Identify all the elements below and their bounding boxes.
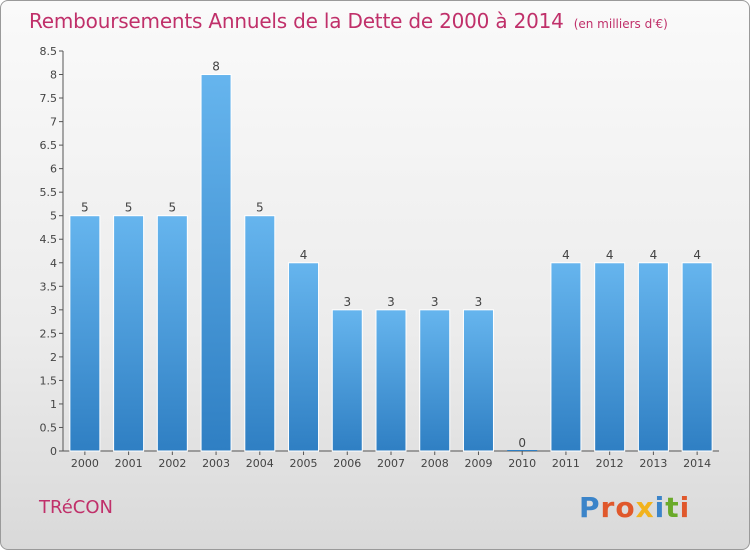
bar-2006 (331, 309, 363, 452)
bar-2012 (594, 262, 626, 452)
x-tick-label-2006: 2006 (333, 457, 361, 470)
bar-2013 (637, 262, 669, 452)
y-tick-label: 5.5 (40, 186, 58, 199)
y-tick-label: 6 (50, 163, 57, 176)
bar-2003 (200, 74, 232, 452)
logo-letter: P (579, 491, 601, 524)
x-tick-label-2011: 2011 (552, 457, 580, 470)
logo-letter: x (635, 491, 655, 524)
x-tick-label-2013: 2013 (639, 457, 667, 470)
y-tick-label: 2 (50, 351, 57, 364)
data-label-2010: 0 (518, 436, 526, 450)
bar-2009 (462, 309, 494, 452)
x-tick-label-2010: 2010 (508, 457, 536, 470)
data-label-2001: 5 (125, 201, 133, 215)
data-label-2003: 8 (212, 60, 220, 74)
data-label-2008: 3 (431, 295, 439, 309)
data-label-2000: 5 (81, 201, 89, 215)
y-tick-label: 2.5 (40, 327, 58, 340)
bar-2014 (681, 262, 713, 452)
bar-2000 (69, 215, 101, 452)
x-tick-label-2003: 2003 (202, 457, 230, 470)
bar-2005 (288, 262, 320, 452)
data-label-2014: 4 (693, 248, 701, 262)
bar-2004 (244, 215, 276, 452)
bar-2008 (419, 309, 451, 452)
x-tick-label-2008: 2008 (421, 457, 449, 470)
y-tick-label: 3 (50, 304, 57, 317)
x-tick-label-2014: 2014 (683, 457, 711, 470)
x-tick-label-2012: 2012 (596, 457, 624, 470)
logo-letter: i (679, 491, 691, 524)
x-tick-label-2004: 2004 (246, 457, 274, 470)
chart-title-row: Remboursements Annuels de la Dette de 20… (29, 9, 668, 33)
data-label-2012: 4 (606, 248, 614, 262)
logo-letter: i (654, 491, 666, 524)
bar-2011 (550, 262, 582, 452)
y-tick-label: 1 (50, 398, 57, 411)
y-tick-label: 3.5 (40, 280, 58, 293)
y-tick-label: 0 (50, 445, 57, 458)
logo-letter: t (665, 491, 680, 524)
data-label-2002: 5 (169, 201, 177, 215)
data-label-2007: 3 (387, 295, 395, 309)
x-tick-label-2005: 2005 (290, 457, 318, 470)
chart-subtitle: (en milliers d'€) (573, 17, 668, 31)
town-name: TRéCON (39, 497, 113, 518)
y-tick-label: 4 (50, 257, 57, 270)
x-tick-label-2007: 2007 (377, 457, 405, 470)
bar-2001 (113, 215, 145, 452)
x-tick-label-2000: 2000 (71, 457, 99, 470)
bar-2002 (156, 215, 188, 452)
data-label-2004: 5 (256, 201, 264, 215)
y-tick-label: 7 (50, 116, 57, 129)
y-tick-label: 8.5 (40, 45, 58, 58)
x-tick-label-2009: 2009 (464, 457, 492, 470)
data-label-2011: 4 (562, 248, 570, 262)
bar-2007 (375, 309, 407, 452)
data-label-2013: 4 (650, 248, 658, 262)
logo-letter: o (615, 491, 636, 524)
bar-chart: 0 0.5 1 1.5 2 2.5 3 3.5 4 4.5 5 5.5 6 6.5 7 7.5 8 8.5 2000… (40, 45, 719, 470)
x-tick-label-2001: 2001 (115, 457, 143, 470)
y-tick-label: 6.5 (40, 139, 58, 152)
y-tick-label: 8 (50, 69, 57, 82)
data-label-2006: 3 (343, 295, 351, 309)
proxiti-logo: Proxiti (579, 491, 690, 524)
y-tick-label: 5 (50, 210, 57, 223)
y-tick-label: 0.5 (40, 421, 58, 434)
y-tick-label: 1.5 (40, 374, 58, 387)
y-tick-label: 4.5 (40, 233, 58, 246)
x-tick-label-2002: 2002 (158, 457, 186, 470)
logo-letter: r (600, 491, 616, 524)
y-tick-label: 7.5 (40, 92, 58, 105)
data-label-2009: 3 (475, 295, 483, 309)
data-label-2005: 4 (300, 248, 308, 262)
chart-title: Remboursements Annuels de la Dette de 20… (29, 9, 564, 33)
